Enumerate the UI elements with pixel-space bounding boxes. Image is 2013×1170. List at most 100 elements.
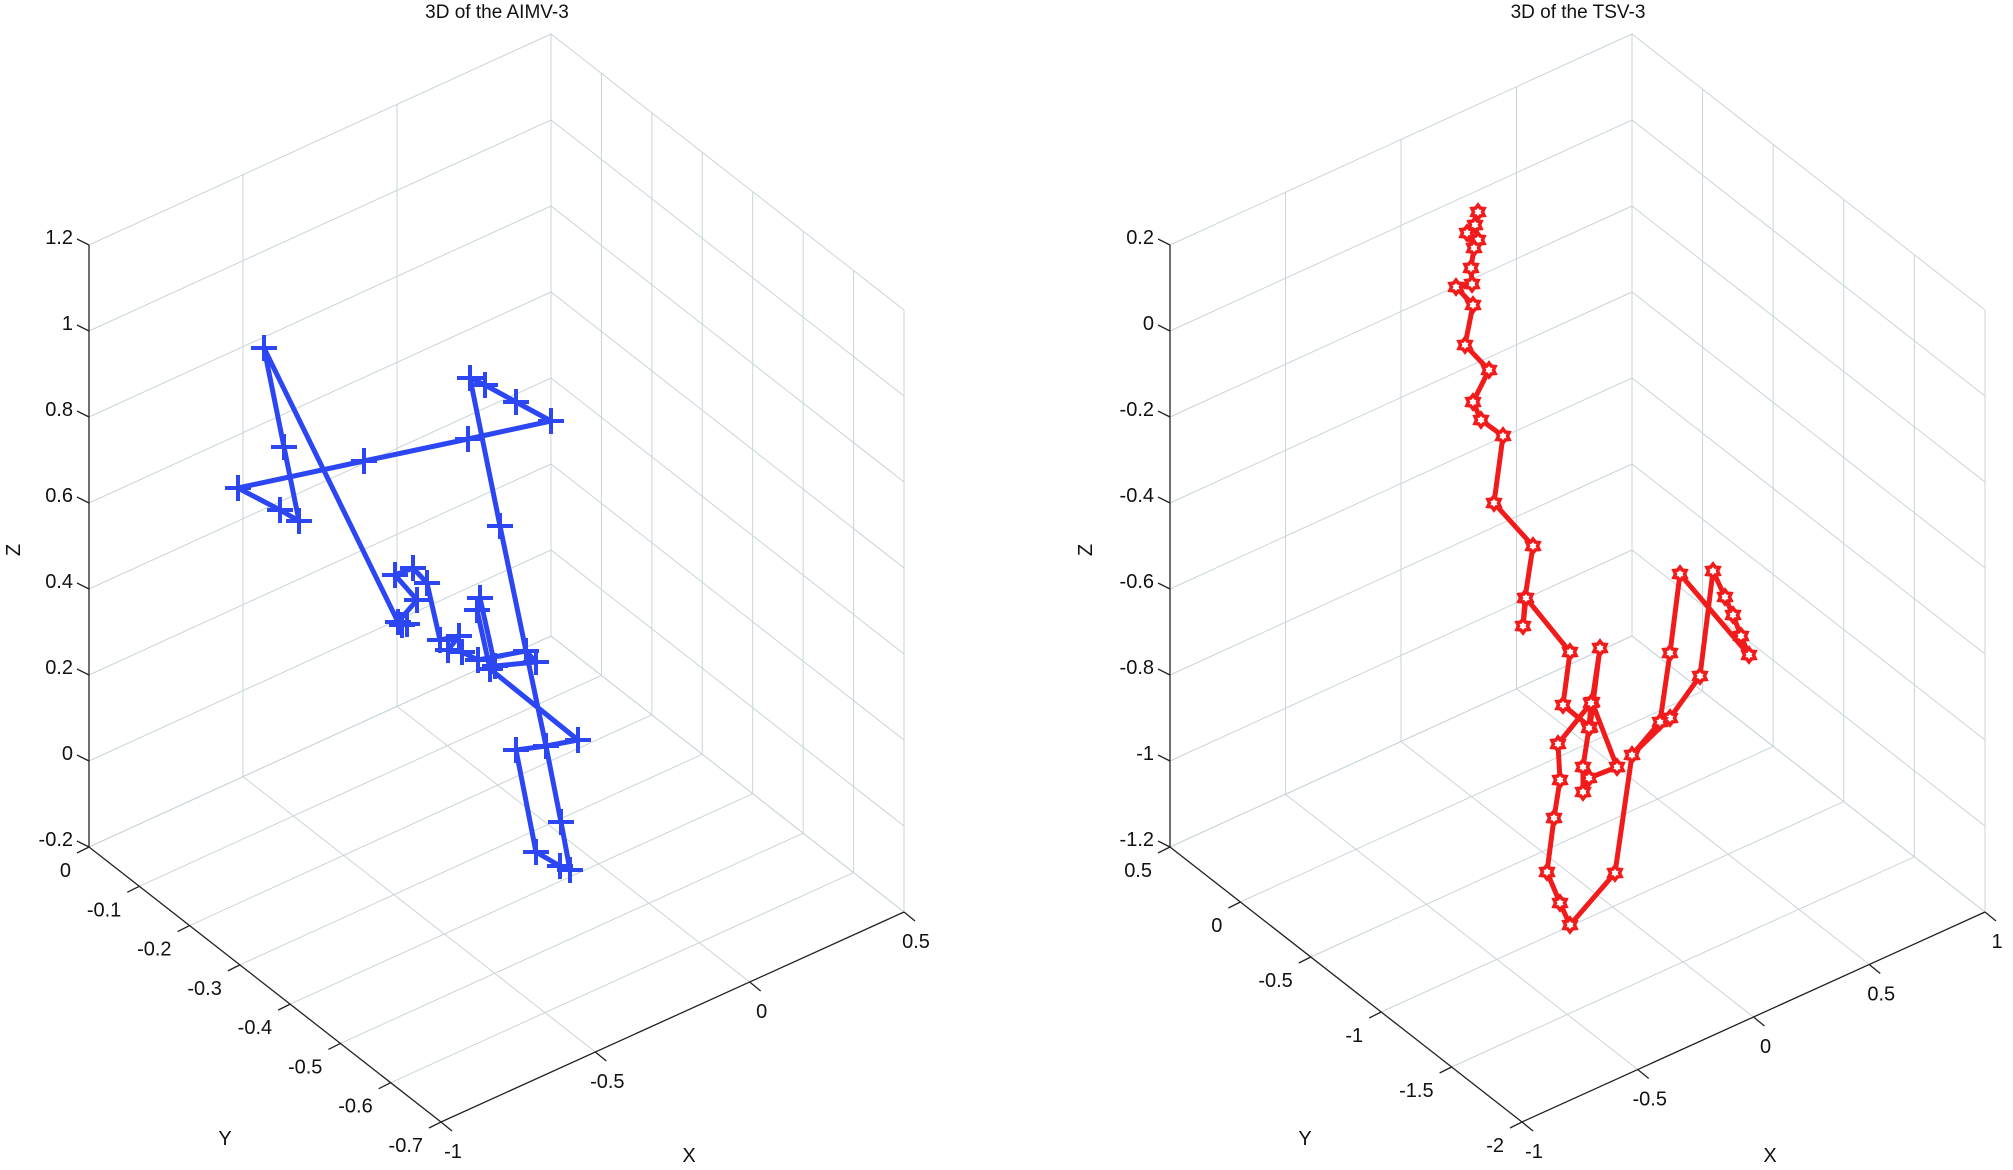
hexagram-marker-icon: [1704, 561, 1722, 581]
x-tick-label: -0.5: [1633, 1089, 1667, 1111]
hexagram-marker-icon: [1724, 605, 1742, 625]
z-tick-label: 1: [62, 313, 73, 335]
plus-marker-icon: [400, 555, 426, 581]
hexagram-marker-icon: [1582, 693, 1600, 713]
y-tick-label: -1: [1345, 1025, 1363, 1047]
y-tick-label: 0: [1211, 915, 1222, 937]
hexagram-marker-icon: [1462, 258, 1480, 278]
y-axis-label: Y: [1298, 1128, 1311, 1150]
hexagram-marker-icon: [1574, 757, 1592, 777]
hexagram-marker-icon: [1561, 915, 1579, 935]
z-tick-label: 0.6: [45, 485, 73, 507]
hexagram-marker-icon: [1456, 335, 1474, 355]
plus-marker-icon: [457, 365, 483, 391]
hexagram-marker-icon: [1485, 493, 1503, 513]
hexagram-marker-icon: [1591, 638, 1609, 658]
plus-marker-icon: [557, 857, 583, 883]
y-tick-label: -0.4: [238, 1017, 272, 1039]
data-series-tsv3: [1447, 202, 1758, 935]
z-tick-label: -1: [1136, 743, 1154, 765]
z-tick-label: -0.4: [1120, 485, 1154, 507]
plus-marker-icon: [394, 611, 420, 637]
plus-marker-icon: [414, 570, 440, 596]
hexagram-marker-icon: [1551, 893, 1569, 913]
x-tick-label: 0: [1760, 1036, 1771, 1058]
y-tick-label: -0.5: [1258, 970, 1292, 992]
plus-marker-icon: [503, 389, 529, 415]
plus-marker-icon: [455, 426, 481, 452]
z-tick-label: 0.2: [45, 657, 73, 679]
hexagram-marker-icon: [1447, 277, 1465, 297]
plus-marker-icon: [286, 508, 312, 534]
x-tick-label: 1: [1991, 931, 2002, 953]
hexagram-marker-icon: [1580, 718, 1598, 738]
hexagram-marker-icon: [1549, 734, 1567, 754]
x-tick-label: -1: [1525, 1141, 1543, 1163]
z-tick-label: -0.6: [1120, 571, 1154, 593]
x-tick-label: -1: [444, 1141, 462, 1163]
hexagram-marker-icon: [1606, 863, 1624, 883]
y-tick-label: 0: [60, 860, 71, 882]
hexagram-marker-icon: [1623, 745, 1641, 765]
x-axis-label: X: [1763, 1145, 1776, 1165]
plot-title: 3D of the AIMV-3: [425, 2, 569, 23]
plus-marker-icon: [523, 649, 549, 675]
hexagram-marker-icon: [1651, 712, 1669, 732]
hexagram-marker-icon: [1538, 862, 1556, 882]
x-tick-label: 0: [756, 1001, 767, 1023]
plus-marker-icon: [472, 372, 498, 398]
hexagram-marker-icon: [1545, 808, 1563, 828]
hexagram-marker-icon: [1561, 642, 1579, 662]
hexagram-marker-icon: [1458, 223, 1476, 243]
grid-lines: [88, 33, 905, 1123]
y-tick-label: 0.5: [1124, 860, 1152, 882]
y-tick-label: -2: [1486, 1135, 1504, 1157]
hexagram-marker-icon: [1716, 587, 1734, 607]
hexagram-marker-icon: [1732, 626, 1750, 646]
plus-marker-icon: [503, 737, 529, 763]
plus-marker-icon: [482, 653, 508, 679]
hexagram-marker-icon: [1472, 410, 1490, 430]
z-tick-label: 0.8: [45, 399, 73, 421]
plus-marker-icon: [251, 335, 277, 361]
plot-title: 3D of the TSV-3: [1511, 2, 1646, 23]
plus-marker-icon: [267, 497, 293, 523]
hexagram-marker-icon: [1480, 360, 1498, 380]
hexagram-marker-icon: [1551, 770, 1569, 790]
data-series-aimv3: [225, 335, 591, 883]
z-axis-label: Z: [1075, 544, 1097, 556]
grid-lines: [1169, 33, 1986, 1123]
hexagram-marker-icon: [1691, 666, 1709, 686]
plus-marker-icon: [404, 587, 430, 613]
hexagram-marker-icon: [1463, 274, 1481, 294]
series-line: [1453, 211, 1752, 928]
plus-marker-icon: [465, 647, 491, 673]
axes: 0.2 0 -0.2 -0.4 -0.6 -0.8 -1 -1.2 0.5 0 -0.5 -1 -1.5…: [1120, 227, 2003, 1163]
y-tick-label: -0.6: [338, 1096, 372, 1118]
plus-marker-icon: [533, 733, 559, 759]
hexagram-marker-icon: [1574, 782, 1592, 802]
y-tick-label: -0.2: [137, 939, 171, 961]
plot-aimv3: 3D of the AIMV-3 1.2 1 0.8 0.6 0.4 0.2 0 -0.2 0 -…: [3, 2, 930, 1167]
z-tick-label: 0: [1143, 313, 1154, 335]
y-tick-label: -0.7: [389, 1135, 423, 1157]
plus-marker-icon: [271, 434, 297, 460]
z-tick-label: 0: [62, 743, 73, 765]
hexagram-marker-icon: [1661, 643, 1679, 663]
y-tick-label: -0.5: [288, 1056, 322, 1078]
plus-marker-icon: [351, 448, 377, 474]
hexagram-marker-icon: [1465, 238, 1483, 258]
x-tick-label: 0.5: [902, 931, 930, 953]
z-tick-label: 1.2: [45, 227, 73, 249]
z-tick-label: 0.4: [45, 571, 73, 593]
hexagram-marker-icon: [1740, 645, 1758, 665]
axes: 1.2 1 0.8 0.6 0.4 0.2 0 -0.2 0 -0.1 -0.2 -0.3 -0.4 -0…: [39, 227, 930, 1163]
y-tick-label: -1.5: [1399, 1080, 1433, 1102]
hexagram-marker-icon: [1554, 695, 1572, 715]
z-axis-label: Z: [3, 544, 25, 556]
hexagram-marker-icon: [1464, 392, 1482, 412]
plot-tsv3: 3D of the TSV-3 0.2 0 -0.2 -0.4 -0.6 -0.8 -1 -1…: [1075, 2, 2003, 1167]
x-tick-label: 0.5: [1867, 984, 1895, 1006]
x-tick-label: -0.5: [590, 1071, 624, 1093]
